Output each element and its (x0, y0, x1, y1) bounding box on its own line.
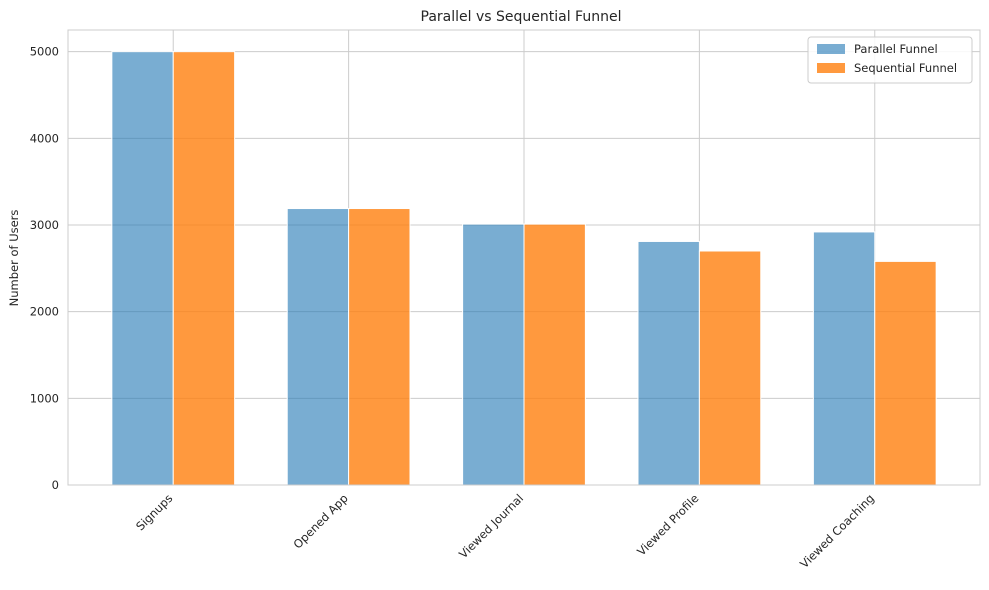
bar-parallel-0 (111, 51, 174, 486)
bar-sequential-1 (348, 208, 411, 486)
y-tick-label: 5000 (30, 45, 59, 59)
y-tick-label: 0 (52, 478, 59, 492)
y-tick-label: 2000 (30, 305, 59, 319)
x-tick-labels: Signups Opened App Viewed Journal Viewed Pr… (133, 491, 877, 571)
y-tick-label: 1000 (30, 391, 59, 405)
bar-parallel-1 (286, 208, 350, 486)
legend-swatch-0 (817, 44, 845, 54)
bar-sequential-3 (698, 250, 762, 486)
x-tick-label: Viewed Journal (456, 491, 526, 561)
y-tick-label: 4000 (30, 131, 59, 145)
bar-sequential-4 (874, 260, 937, 486)
y-tick-label: 3000 (30, 218, 59, 232)
plot-area-frame (67, 29, 981, 486)
legend-label-1: Sequential Funnel (854, 61, 957, 75)
bar-parallel-4 (812, 231, 876, 486)
chart-title: Parallel vs Sequential Funnel (421, 9, 622, 25)
bar-sequential-2 (523, 223, 586, 486)
x-tick-label: Signups (133, 491, 175, 533)
legend-swatch-1 (817, 63, 845, 73)
x-tick-label: Viewed Profile (634, 491, 701, 558)
legend-box (807, 36, 973, 84)
legend-label-0: Parallel Funnel (854, 42, 938, 56)
bar-sequential-0 (172, 51, 236, 486)
legend: Parallel Funnel Sequential Funnel (807, 36, 973, 84)
bar-parallel-2 (462, 223, 525, 486)
bar-parallel-3 (637, 240, 700, 486)
y-tick-labels: 0 1000 2000 3000 4000 5000 (30, 45, 59, 492)
x-tick-label: Viewed Coaching (797, 491, 877, 571)
y-axis-label: Number of Users (7, 210, 21, 307)
x-tick-label: Opened App (290, 491, 350, 551)
bars (111, 51, 937, 486)
